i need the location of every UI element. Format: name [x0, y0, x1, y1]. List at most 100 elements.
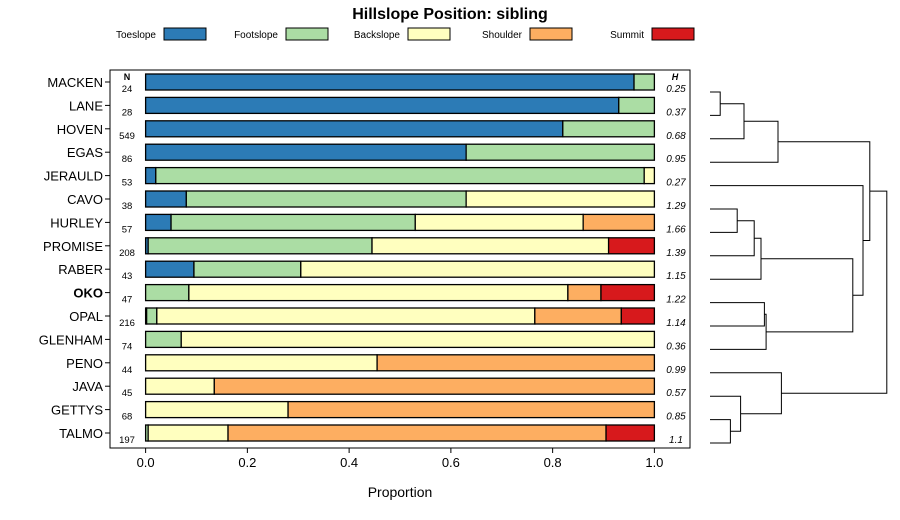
h-value: 1.39 [666, 248, 686, 259]
bar-segment-shoulder [376, 354, 656, 372]
row-label: GETTYS [51, 403, 103, 418]
dendrogram-branch [710, 395, 742, 432]
h-value: 1.1 [669, 435, 683, 446]
bar-segment-backslope [156, 307, 536, 325]
dendrogram-branch [710, 313, 767, 350]
n-value: 24 [122, 84, 133, 95]
bar-segment-backslope [188, 283, 569, 302]
row-cavo: CAVO 38 1.29 [67, 190, 686, 212]
row-glenham: GLENHAM 74 0.36 [39, 330, 686, 352]
legend-swatch [407, 27, 451, 41]
bar-segment-shoulder [287, 400, 656, 419]
bar-segment-toeslope [144, 166, 157, 185]
h-value: 0.57 [666, 388, 686, 399]
row-java: JAVA 45 0.57 [72, 377, 686, 399]
dendrogram-branch [761, 258, 854, 333]
bar-segment-shoulder [213, 377, 656, 395]
h-value: 1.66 [666, 224, 686, 235]
h-value: 1.14 [666, 318, 686, 329]
dendrogram-branch [710, 208, 738, 233]
legend-label: Summit [610, 30, 644, 41]
n-column-header: N [124, 72, 131, 82]
dendrogram-branch [710, 91, 721, 116]
h-value: 0.36 [666, 341, 686, 352]
axes: 0.0 0.2 0.4 0.6 0.8 1.0 N H [109, 69, 691, 470]
h-value: 0.99 [666, 365, 686, 376]
row-label: OKO [73, 286, 103, 301]
bar-segment-toeslope [144, 96, 620, 115]
bar-segment-toeslope [144, 120, 564, 138]
legend-item-footslope: Footslope [234, 27, 329, 41]
legend-label: Backslope [354, 30, 401, 41]
n-value: 216 [119, 318, 135, 329]
row-promise: PROMISE 208 1.39 [43, 237, 686, 259]
bar-segment-summit [600, 283, 656, 302]
row-label: GLENHAM [39, 332, 103, 347]
h-value: 0.37 [666, 107, 686, 118]
x-tick-label: 0.8 [544, 455, 562, 470]
row-label: HOVEN [57, 122, 103, 137]
legend: Toeslope Footslope Backslope Shoulder Summit [116, 27, 695, 41]
legend-label: Footslope [234, 30, 278, 41]
bar-segment-footslope [618, 96, 656, 115]
h-value: 0.85 [666, 412, 686, 423]
row-label: TALMO [59, 426, 103, 441]
h-value: 1.15 [666, 271, 686, 282]
dendrogram-branch [710, 220, 755, 257]
dendrogram-branch [710, 372, 782, 415]
h-value: 1.29 [666, 201, 686, 212]
n-value: 44 [122, 365, 133, 376]
row-oko: OKO 47 1.22 [73, 283, 686, 306]
dendrogram-branch [710, 419, 731, 444]
dendrogram-branch [710, 237, 762, 280]
n-value: 549 [119, 131, 135, 142]
row-egas: EGAS 86 0.95 [67, 143, 686, 165]
legend-swatch [529, 27, 573, 41]
n-value: 53 [122, 178, 133, 189]
row-label: JAVA [72, 379, 103, 394]
bar-segment-shoulder [582, 213, 656, 232]
legend-item-summit: Summit [610, 27, 695, 41]
legend-swatch [285, 27, 329, 41]
bar-segment-backslope [147, 424, 229, 442]
n-value: 43 [122, 271, 133, 282]
x-tick-label: 0.0 [137, 455, 155, 470]
bar-segment-toeslope [144, 213, 172, 232]
h-value: 1.22 [666, 295, 686, 306]
row-raber: RABER 43 1.15 [58, 260, 686, 282]
legend-item-toeslope: Toeslope [116, 27, 207, 41]
h-value: 0.68 [666, 131, 686, 142]
x-tick-label: 1.0 [645, 455, 663, 470]
n-value: 47 [122, 295, 133, 306]
row-peno: PENO 44 0.99 [66, 354, 686, 376]
n-value: 197 [119, 435, 135, 446]
legend-label: Shoulder [482, 30, 523, 41]
row-jerauld: JERAULD 53 0.27 [44, 166, 686, 189]
row-label: RABER [58, 262, 103, 277]
row-hoven: HOVEN 549 0.68 [57, 120, 686, 142]
bar-segment-summit [607, 237, 656, 255]
bar-segment-footslope [170, 213, 416, 232]
n-value: 28 [122, 107, 133, 118]
legend-swatch [651, 27, 695, 41]
row-talmo: TALMO 197 1.1 [59, 424, 683, 446]
bar-area: MACKEN 24 0.25 LANE 28 0.37 HOVEN 549 0.68 EGAS 86… [39, 73, 686, 446]
n-value: 57 [122, 224, 133, 235]
legend-label: Toeslope [116, 30, 156, 41]
bar-segment-toeslope [144, 73, 635, 91]
bar-segment-backslope [180, 330, 656, 349]
legend-item-backslope: Backslope [354, 27, 451, 41]
x-tick-label: 0.4 [340, 455, 358, 470]
row-label: JERAULD [44, 169, 103, 184]
bar-segment-shoulder [567, 283, 602, 302]
bar-segment-backslope [414, 213, 584, 232]
bar-segment-footslope [147, 237, 373, 255]
n-value: 74 [122, 341, 133, 352]
n-value: 208 [119, 248, 135, 259]
bar-segment-footslope [144, 330, 182, 349]
legend-item-shoulder: Shoulder [482, 27, 573, 41]
x-tick-label: 0.2 [238, 455, 256, 470]
n-value: 68 [122, 412, 133, 423]
x-axis-label: Proportion [368, 484, 433, 500]
bar-segment-footslope [465, 143, 656, 161]
